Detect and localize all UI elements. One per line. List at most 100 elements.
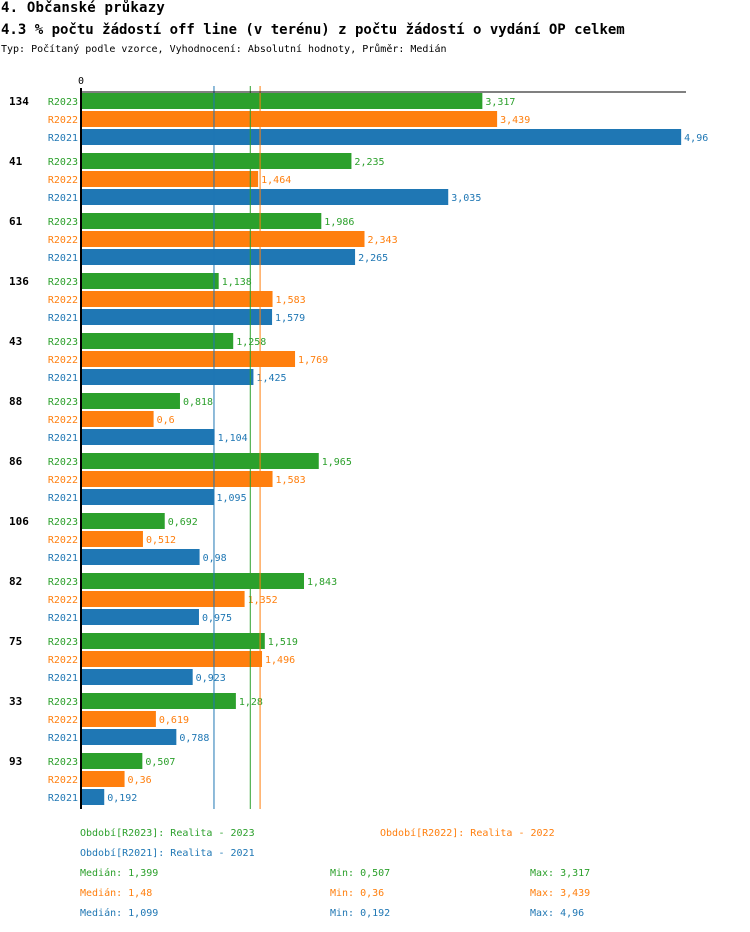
bar-R2023 bbox=[81, 273, 219, 289]
legend-period-R2021: Období[R2021]: Realita - 2021 bbox=[80, 848, 255, 859]
data-label: 1,28 bbox=[239, 697, 263, 708]
bar-R2021 bbox=[81, 609, 199, 625]
bar-R2021 bbox=[81, 429, 215, 445]
series-label: R2021 bbox=[48, 193, 78, 204]
series-label: R2021 bbox=[48, 553, 78, 564]
legend-min-R2022: Min: 0,36 bbox=[330, 888, 385, 899]
legend-max-R2023: Max: 3,317 bbox=[530, 868, 591, 879]
data-label: 1,583 bbox=[276, 475, 306, 486]
data-label: 0,6 bbox=[157, 415, 175, 426]
series-label: R2021 bbox=[48, 673, 78, 684]
bar-R2022 bbox=[81, 111, 498, 127]
legend-period-R2023: Období[R2023]: Realita - 2023 bbox=[80, 828, 255, 839]
data-label: 1,095 bbox=[216, 493, 246, 504]
chart-title: 4.3 % počtu žádostí off line (v terénu) … bbox=[1, 22, 625, 38]
series-label: R2023 bbox=[48, 97, 78, 108]
series-label: R2022 bbox=[48, 235, 78, 246]
series-label: R2022 bbox=[48, 535, 78, 546]
legend-max-R2021: Max: 4,96 bbox=[530, 908, 585, 919]
data-label: 0,692 bbox=[168, 517, 198, 528]
data-label: 4,96 bbox=[684, 133, 708, 144]
legend-max-R2022: Max: 3,439 bbox=[530, 888, 591, 899]
bar-R2022 bbox=[81, 291, 273, 307]
data-label: 0,818 bbox=[183, 397, 213, 408]
category-label: 134 bbox=[9, 95, 29, 108]
x-tick-label: 0 bbox=[78, 76, 84, 87]
legend-period-R2022: Období[R2022]: Realita - 2022 bbox=[380, 828, 555, 839]
bar-R2022 bbox=[81, 591, 245, 607]
data-label: 0,507 bbox=[145, 757, 175, 768]
series-label: R2023 bbox=[48, 337, 78, 348]
data-label: 1,579 bbox=[275, 313, 305, 324]
bar-R2021 bbox=[81, 189, 449, 205]
data-label: 1,138 bbox=[222, 277, 252, 288]
series-label: R2023 bbox=[48, 457, 78, 468]
section-title: 4. Občanské průkazy bbox=[1, 0, 165, 16]
category-label: 75 bbox=[9, 635, 22, 648]
bar-chart: 134 R2023 3,317 R2022 3,439 R2021 4,96 41 R2023 2… bbox=[9, 76, 708, 809]
category-label: 93 bbox=[9, 755, 22, 768]
category-label: 41 bbox=[9, 155, 23, 168]
category-label: 106 bbox=[9, 515, 29, 528]
bar-R2023 bbox=[81, 213, 322, 229]
series-label: R2023 bbox=[48, 157, 78, 168]
data-label: 3,035 bbox=[451, 193, 481, 204]
bar-R2022 bbox=[81, 771, 125, 787]
bar-R2021 bbox=[81, 789, 105, 805]
data-label: 0,36 bbox=[128, 775, 152, 786]
data-label: 1,519 bbox=[268, 637, 298, 648]
data-label: 2,235 bbox=[354, 157, 384, 168]
series-label: R2022 bbox=[48, 715, 78, 726]
bar-R2021 bbox=[81, 129, 682, 145]
bar-R2022 bbox=[81, 411, 154, 427]
data-label: 0,788 bbox=[179, 733, 209, 744]
data-label: 1,843 bbox=[307, 577, 337, 588]
bar-R2023 bbox=[81, 513, 165, 529]
series-label: R2021 bbox=[48, 373, 78, 384]
legend-min-R2021: Min: 0,192 bbox=[330, 908, 391, 919]
bar-R2021 bbox=[81, 369, 254, 385]
bar-R2023 bbox=[81, 633, 265, 649]
data-label: 1,769 bbox=[298, 355, 328, 366]
data-label: 1,258 bbox=[236, 337, 266, 348]
data-label: 3,317 bbox=[485, 97, 515, 108]
series-label: R2022 bbox=[48, 655, 78, 666]
series-label: R2023 bbox=[48, 277, 78, 288]
bar-R2023 bbox=[81, 753, 143, 769]
series-label: R2023 bbox=[48, 577, 78, 588]
category-label: 88 bbox=[9, 395, 22, 408]
series-label: R2022 bbox=[48, 355, 78, 366]
series-label: R2022 bbox=[48, 295, 78, 306]
series-label: R2022 bbox=[48, 115, 78, 126]
legend-median-R2021: Medián: 1,099 bbox=[80, 908, 159, 919]
bar-R2021 bbox=[81, 249, 356, 265]
bar-R2022 bbox=[81, 651, 263, 667]
series-label: R2022 bbox=[48, 775, 78, 786]
category-label: 43 bbox=[9, 335, 22, 348]
bar-R2023 bbox=[81, 573, 305, 589]
category-label: 86 bbox=[9, 455, 23, 468]
bar-R2021 bbox=[81, 729, 177, 745]
category-label: 136 bbox=[9, 275, 29, 288]
category-label: 61 bbox=[9, 215, 23, 228]
bar-R2022 bbox=[81, 231, 365, 247]
series-label: R2023 bbox=[48, 397, 78, 408]
data-label: 1,352 bbox=[248, 595, 278, 606]
bar-R2022 bbox=[81, 351, 296, 367]
series-label: R2021 bbox=[48, 613, 78, 624]
series-label: R2023 bbox=[48, 697, 78, 708]
data-label: 2,265 bbox=[358, 253, 388, 264]
data-label: 1,986 bbox=[324, 217, 354, 228]
data-label: 3,439 bbox=[500, 115, 530, 126]
series-label: R2021 bbox=[48, 493, 78, 504]
chart-subtitle: Typ: Počítaný podle vzorce, Vyhodnocení:… bbox=[1, 44, 447, 55]
data-label: 0,975 bbox=[202, 613, 232, 624]
bar-R2023 bbox=[81, 393, 180, 409]
bar-R2023 bbox=[81, 153, 352, 169]
series-label: R2022 bbox=[48, 415, 78, 426]
bar-R2021 bbox=[81, 669, 193, 685]
legend-median-R2022: Medián: 1,48 bbox=[80, 888, 153, 899]
series-label: R2023 bbox=[48, 517, 78, 528]
data-label: 1,425 bbox=[256, 373, 286, 384]
data-label: 0,619 bbox=[159, 715, 189, 726]
